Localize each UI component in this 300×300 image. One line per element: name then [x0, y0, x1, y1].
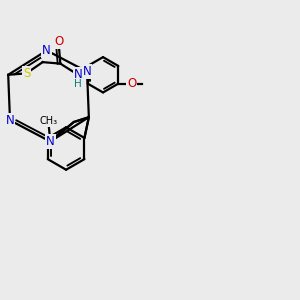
Text: CH₃: CH₃	[40, 116, 58, 127]
Text: S: S	[23, 67, 30, 80]
Text: N: N	[6, 114, 14, 127]
Text: O: O	[54, 35, 64, 48]
Text: H: H	[74, 79, 82, 88]
Text: O: O	[127, 77, 136, 90]
Text: N: N	[42, 44, 51, 57]
Text: N: N	[74, 68, 82, 81]
Text: N: N	[46, 135, 55, 148]
Text: N: N	[83, 65, 92, 78]
